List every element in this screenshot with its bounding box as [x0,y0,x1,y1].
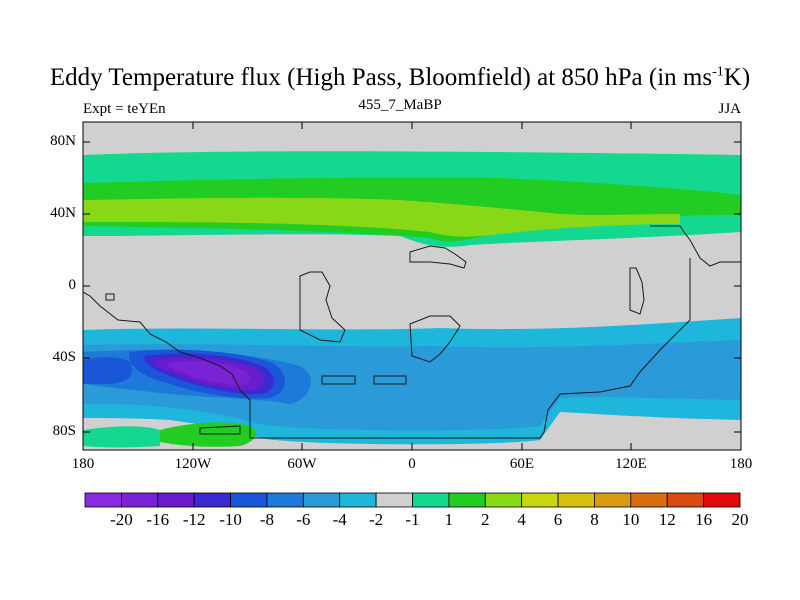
season-label: JJA [718,101,741,117]
run-id-label: 455_7_MaBP [358,97,442,113]
colorbar-swatch [302,492,341,508]
colorbar-label: 20 [731,510,749,529]
xtick-180e: 180 [729,456,753,472]
colorbar-swatch [266,492,304,508]
colorbar-label: -10 [219,510,242,529]
colorbar-swatch [412,492,450,508]
ytick-40s: 40S [52,349,76,365]
colorbar-label: 8 [590,510,599,529]
colorbar-label: -8 [259,510,275,529]
colorbar-label: 1 [444,510,454,529]
ytick-40n: 40N [50,205,76,221]
map-field [83,122,741,450]
colorbar-swatch [448,492,486,508]
colorbar [84,492,741,508]
ytick-eq: 0 [68,277,77,293]
colorbar-swatch [594,492,632,508]
colorbar-swatch [157,492,195,508]
colorbar-swatch [666,492,705,508]
colorbar-label: 2 [481,510,490,529]
ytick-80s: 80S [52,423,76,439]
colorbar-label: 16 [695,510,713,529]
xtick-120w: 120W [174,456,212,472]
axis-ticks [83,122,741,450]
colorbar-swatch [120,492,159,508]
colorbar-swatch [630,492,668,508]
xtick-0: 0 [408,456,416,472]
ytick-80n: 80N [50,133,76,149]
map-title: Eddy Temperature flux (High Pass, Bloomf… [49,64,751,91]
colorbar-label: -4 [332,510,347,529]
xtick-180w: 180 [71,456,95,472]
colorbar-label: 6 [553,510,563,529]
colorbar-swatch [521,492,559,508]
colorbar-swatch [84,492,122,508]
colorbar-label: -1 [405,510,420,529]
colorbar-swatch [339,492,377,508]
colorbar-swatch [484,492,523,508]
colorbar-swatch [230,492,268,508]
xtick-60w: 60W [287,456,317,472]
experiment-label: Expt = teYEn [83,101,166,117]
colorbar-label: -12 [182,510,206,529]
colorbar-swatch [703,492,741,508]
colorbar-swatch [193,492,231,508]
xtick-60e: 60E [509,456,535,472]
colorbar-label: -2 [369,510,384,529]
xtick-120e: 120E [615,456,647,472]
colorbar-label: 12 [658,510,676,529]
colorbar-label: 4 [517,510,526,529]
colorbar-swatch [557,492,595,508]
colorbar-label: -6 [296,510,311,529]
colorbar-label: 10 [622,510,640,529]
colorbar-label: -20 [110,510,133,529]
colorbar-swatch [375,492,413,508]
colorbar-label: -16 [146,510,170,529]
